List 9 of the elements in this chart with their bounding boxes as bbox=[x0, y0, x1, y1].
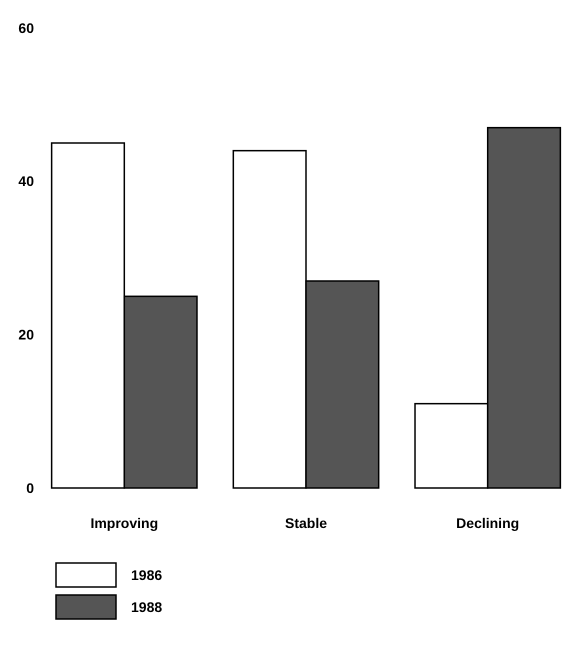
legend-label: 1988 bbox=[131, 598, 162, 615]
x-tick-label: Declining bbox=[456, 515, 520, 531]
y-tick-label: 0 bbox=[26, 480, 34, 496]
legend-label: 1986 bbox=[131, 566, 162, 583]
y-tick-label: 40 bbox=[18, 173, 34, 190]
x-tick-label: Improving bbox=[90, 515, 158, 531]
x-tick-label: Stable bbox=[284, 515, 328, 531]
y-tick-label: 60 bbox=[18, 20, 34, 36]
y-tick-label: 20 bbox=[18, 326, 34, 343]
